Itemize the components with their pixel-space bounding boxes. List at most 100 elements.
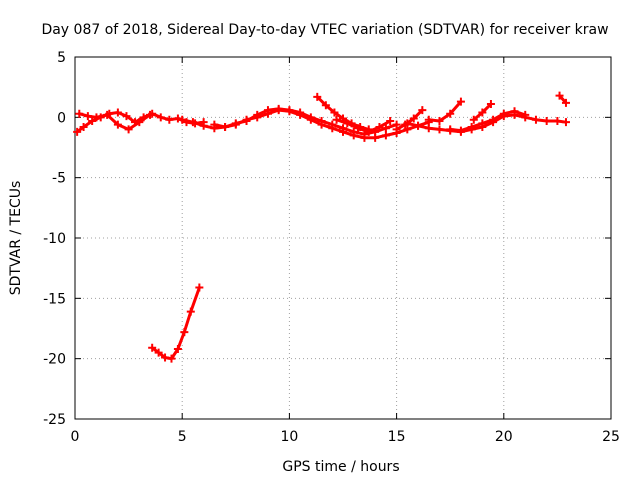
data-point (199, 121, 208, 130)
data-point (531, 115, 540, 124)
data-point (381, 131, 390, 140)
series-line (427, 100, 463, 123)
data-point (317, 120, 326, 129)
series-track-13 (555, 91, 570, 107)
data-point (296, 110, 305, 119)
data-point (330, 108, 339, 117)
data-point (381, 124, 390, 133)
data-point (79, 122, 88, 131)
data-point (180, 328, 189, 337)
data-point (553, 116, 562, 125)
data-point (446, 125, 455, 134)
data-point (478, 108, 487, 117)
data-point (364, 127, 373, 136)
series-track-2 (75, 109, 155, 134)
series-line (395, 108, 424, 131)
data-point (332, 115, 341, 124)
data-point (424, 115, 433, 124)
data-point (242, 115, 251, 124)
data-point (561, 98, 570, 107)
data-point (435, 125, 444, 134)
series-track-3 (148, 283, 204, 363)
data-point (339, 127, 347, 136)
data-point (124, 125, 133, 134)
data-point (285, 107, 294, 116)
data-point (122, 112, 131, 121)
data-point (328, 124, 337, 133)
data-point (210, 120, 219, 129)
data-point (542, 116, 551, 125)
series-track-12 (469, 100, 495, 124)
series-track-7 (332, 115, 395, 136)
data-point (555, 91, 564, 100)
data-point (392, 125, 401, 134)
data-point (321, 101, 330, 110)
data-point (371, 133, 380, 142)
data-point (113, 120, 122, 129)
y-axis-label: SDTVAR / TECUs (8, 181, 24, 296)
data-point (424, 124, 433, 133)
series-track-11 (446, 107, 530, 135)
data-point (274, 106, 283, 115)
y-tick-label: 0 (57, 110, 66, 126)
y-tick-label: -15 (43, 291, 66, 307)
series-layer (73, 91, 570, 363)
data-point (156, 113, 165, 122)
chart-title: Day 087 of 2018, Sidereal Day-to-day VTE… (41, 22, 608, 38)
y-tick-label: -20 (43, 352, 66, 368)
series-line (558, 94, 568, 105)
data-point (73, 127, 82, 136)
data-point (221, 122, 230, 131)
data-point (354, 124, 363, 133)
data-point (409, 114, 418, 123)
data-point (306, 115, 315, 124)
series-track-6 (313, 92, 373, 134)
data-point (146, 110, 155, 119)
data-point (263, 109, 272, 118)
series-line (405, 113, 568, 134)
data-point (521, 110, 530, 119)
data-point (167, 354, 176, 363)
data-point (478, 119, 487, 128)
y-tick-label: 5 (57, 50, 66, 66)
data-point (75, 109, 84, 118)
series-track-10 (424, 97, 465, 125)
data-point (467, 122, 476, 131)
y-tick-label: -5 (52, 171, 66, 187)
data-point (313, 92, 322, 101)
data-point (446, 109, 455, 118)
data-point (165, 115, 174, 124)
data-point (103, 110, 112, 119)
x-axis-label: GPS time / hours (282, 459, 399, 475)
data-point (188, 118, 197, 127)
data-point (135, 118, 144, 127)
data-point (83, 112, 92, 121)
data-point (469, 115, 478, 124)
data-point (386, 116, 395, 125)
data-point (88, 116, 97, 125)
data-point (92, 113, 101, 122)
data-point (561, 118, 570, 127)
tick-layer: 0 5 10 15 20 25 5 0 -5 -10 -15 -20 -25 (43, 50, 620, 445)
data-point (178, 115, 187, 124)
x-tick-label: 15 (388, 429, 406, 445)
data-point (360, 133, 369, 142)
y-tick-label: -10 (43, 231, 66, 247)
data-point (403, 119, 412, 128)
data-point (456, 126, 465, 135)
data-point (253, 113, 262, 122)
data-point (173, 114, 182, 123)
data-point (418, 106, 427, 115)
y-tick-label: -25 (43, 412, 66, 428)
data-point (186, 307, 195, 316)
x-tick-label: 20 (495, 429, 513, 445)
data-point (486, 100, 495, 109)
data-point (414, 121, 423, 130)
data-point (499, 109, 508, 118)
data-point (435, 116, 444, 125)
x-tick-label: 25 (602, 429, 620, 445)
data-point (231, 120, 240, 129)
x-tick-label: 0 (71, 429, 80, 445)
data-point (113, 108, 122, 117)
